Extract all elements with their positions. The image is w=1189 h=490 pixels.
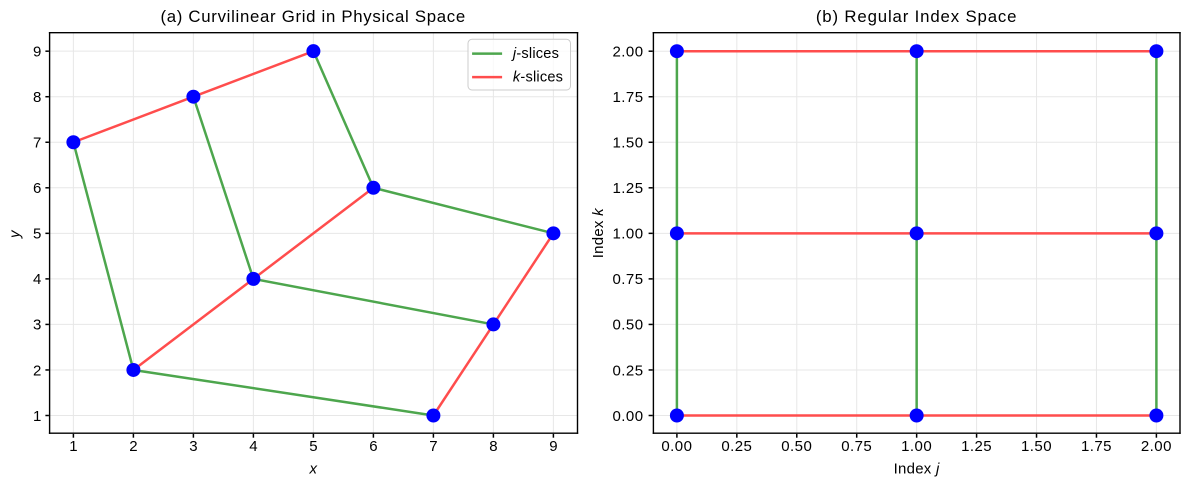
svg-text:0.50: 0.50 <box>613 317 644 334</box>
svg-text:Index k: Index k <box>590 207 607 258</box>
svg-text:1: 1 <box>33 408 41 425</box>
svg-text:(b) Regular Index Space: (b) Regular Index Space <box>816 7 1017 26</box>
svg-text:1: 1 <box>69 438 77 455</box>
svg-text:1.75: 1.75 <box>613 89 644 106</box>
svg-text:6: 6 <box>33 180 41 197</box>
svg-text:0.75: 0.75 <box>613 271 644 288</box>
svg-text:2: 2 <box>33 362 41 379</box>
svg-text:1.00: 1.00 <box>901 438 932 455</box>
svg-text:1.50: 1.50 <box>1021 438 1052 455</box>
svg-text:4: 4 <box>249 438 257 455</box>
svg-text:x: x <box>308 460 317 477</box>
svg-text:Index j: Index j <box>894 460 940 477</box>
svg-text:2.00: 2.00 <box>613 44 644 61</box>
svg-text:2: 2 <box>129 438 137 455</box>
svg-text:j-slices: j-slices <box>511 46 559 62</box>
svg-text:7: 7 <box>429 438 437 455</box>
svg-text:3: 3 <box>189 438 197 455</box>
svg-text:9: 9 <box>33 43 41 60</box>
svg-text:y: y <box>6 229 23 239</box>
svg-text:7: 7 <box>33 135 41 152</box>
svg-text:1.25: 1.25 <box>961 438 992 455</box>
svg-text:2.00: 2.00 <box>1141 438 1172 455</box>
svg-text:(a) Curvilinear Grid in Physic: (a) Curvilinear Grid in Physical Space <box>160 7 465 26</box>
svg-text:6: 6 <box>369 438 377 455</box>
svg-text:0.00: 0.00 <box>613 408 644 425</box>
svg-text:9: 9 <box>549 438 557 455</box>
svg-text:1.75: 1.75 <box>1081 438 1112 455</box>
svg-text:0.75: 0.75 <box>841 438 872 455</box>
svg-text:0.25: 0.25 <box>613 362 644 379</box>
svg-text:8: 8 <box>489 438 497 455</box>
svg-text:5: 5 <box>309 438 317 455</box>
svg-text:4: 4 <box>33 271 41 288</box>
svg-text:k-slices: k-slices <box>513 69 563 85</box>
svg-text:1.25: 1.25 <box>613 180 644 197</box>
svg-text:0.25: 0.25 <box>721 438 752 455</box>
svg-text:3: 3 <box>33 317 41 334</box>
svg-text:5: 5 <box>33 226 41 243</box>
svg-text:1.00: 1.00 <box>613 226 644 243</box>
svg-text:0.50: 0.50 <box>781 438 812 455</box>
svg-text:8: 8 <box>33 89 41 106</box>
svg-text:0.00: 0.00 <box>661 438 692 455</box>
svg-text:1.50: 1.50 <box>613 135 644 152</box>
